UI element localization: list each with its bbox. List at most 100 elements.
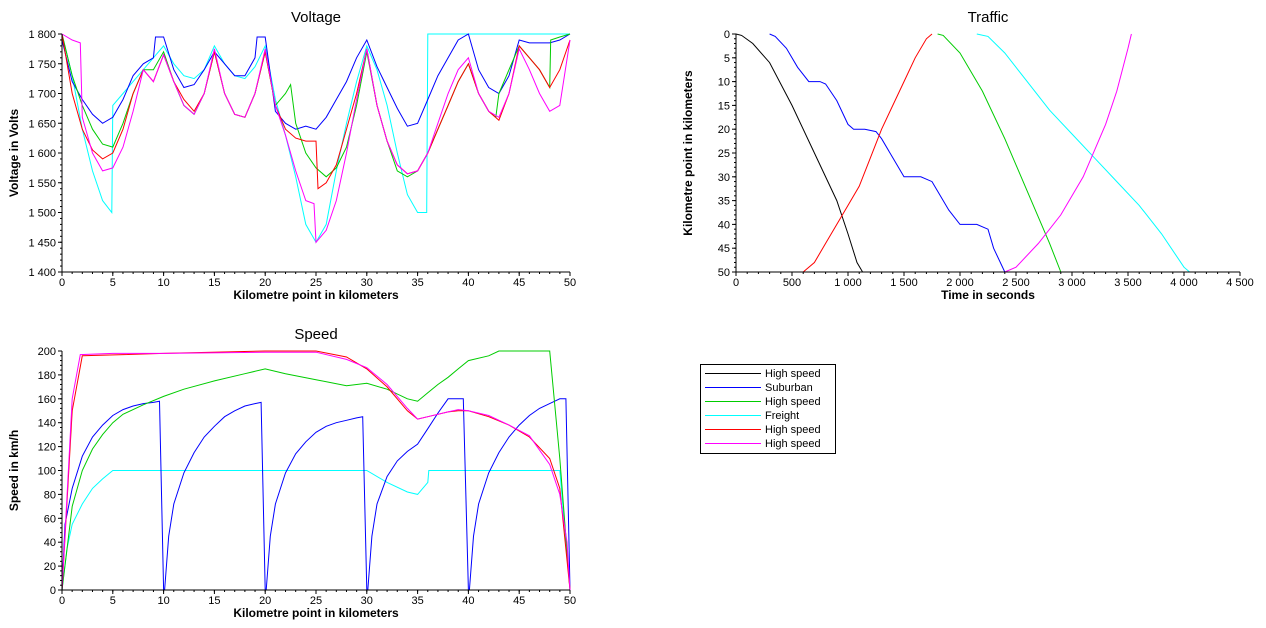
traffic-x-tick-label: 3 500: [1114, 277, 1142, 289]
traffic-y-tick-label: 25: [718, 148, 730, 160]
speed-title: Speed: [294, 326, 337, 343]
traffic-x-tick-label: 4 500: [1226, 277, 1254, 289]
voltage-x-tick-label: 15: [208, 277, 220, 289]
speed-series-line-2: [61, 350, 571, 591]
legend-entry: Freight: [701, 409, 835, 423]
speed-series-line-4: [61, 351, 571, 591]
speed-y-tick-label: 20: [44, 561, 56, 573]
traffic-chart: 0 500 1 000 1 500 2 000 2 500 3 000 3 500 4 000 4…: [681, 9, 1254, 302]
voltage-y-tick-label: 1 750: [28, 59, 56, 71]
voltage-title: Voltage: [291, 9, 341, 26]
traffic-series-line-2: [937, 33, 1062, 273]
voltage-y-tick-label: 1 700: [28, 89, 56, 101]
voltage-y-tick-label: 1 650: [28, 118, 56, 130]
voltage-y-tick-label: 1 550: [28, 178, 56, 190]
legend-entry: High speed: [701, 395, 835, 409]
traffic-y-tick-label: 35: [718, 196, 730, 208]
traffic-y-tick-label: 40: [718, 219, 730, 231]
voltage-x-tick-label: 50: [564, 277, 576, 289]
traffic-x-tick-label: 2 500: [1002, 277, 1030, 289]
speed-series-line-0: [61, 470, 571, 591]
traffic-x-tick-label: 1 500: [890, 277, 918, 289]
legend-swatch: [705, 429, 761, 430]
traffic-y-tick-label: 15: [718, 100, 730, 112]
speed-x-tick-label: 0: [59, 595, 65, 607]
speed-x-tick-label: 10: [157, 595, 169, 607]
legend-label: High speed: [765, 368, 821, 380]
speed-x-tick-label: 5: [110, 595, 116, 607]
speed-y-tick-label: 140: [38, 418, 56, 430]
legend-label: Suburban: [765, 382, 813, 394]
voltage-series-line-0: [61, 33, 570, 244]
voltage-x-axis-label: Kilometre point in kilometers: [233, 288, 399, 302]
voltage-x-tick-label: 20: [259, 277, 271, 289]
traffic-series-line-1: [769, 33, 1006, 273]
voltage-y-axis-label: Voltage in Volts: [7, 109, 21, 198]
voltage-x-tick-label: 10: [157, 277, 169, 289]
speed-x-tick-label: 20: [259, 595, 271, 607]
voltage-x-tick-label: 40: [462, 277, 474, 289]
traffic-y-tick-label: 0: [724, 29, 730, 41]
speed-y-tick-label: 160: [38, 394, 56, 406]
speed-x-tick-label: 30: [361, 595, 373, 607]
voltage-series-line-2: [61, 33, 571, 178]
legend-entry: Suburban: [701, 381, 835, 395]
voltage-x-tick-label: 0: [59, 277, 65, 289]
traffic-x-tick-label: 4 000: [1170, 277, 1198, 289]
legend-entry: High speed: [701, 367, 835, 381]
speed-x-tick-label: 50: [564, 595, 576, 607]
legend-label: High speed: [765, 424, 821, 436]
traffic-series-line-0: [735, 33, 864, 273]
traffic-y-tick-label: 45: [718, 243, 730, 255]
legend-swatch: [705, 401, 761, 402]
voltage-chart: 0 5 10 15 20 25 30 35 40 45 50 1 400 1 450 1 500 1 550…: [7, 9, 576, 302]
speed-x-tick-label: 45: [513, 595, 525, 607]
legend-swatch: [705, 373, 761, 374]
traffic-y-tick-label: 50: [718, 267, 730, 279]
traffic-x-tick-label: 2 000: [946, 277, 974, 289]
traffic-y-tick-label: 10: [718, 77, 730, 89]
speed-x-axis-label: Kilometre point in kilometers: [233, 606, 399, 620]
voltage-series-line-4: [61, 33, 571, 244]
legend-label: High speed: [765, 396, 821, 408]
traffic-x-tick-label: 1 000: [834, 277, 862, 289]
speed-series-line-1: [61, 398, 571, 591]
speed-y-tick-label: 100: [38, 466, 56, 478]
traffic-y-tick-label: 20: [718, 124, 730, 136]
voltage-series-line-3: [61, 33, 571, 190]
voltage-x-tick-label: 35: [411, 277, 423, 289]
speed-y-tick-label: 80: [44, 489, 56, 501]
speed-x-tick-label: 40: [462, 595, 474, 607]
traffic-title: Traffic: [968, 9, 1009, 26]
voltage-x-tick-label: 30: [361, 277, 373, 289]
legend-swatch: [705, 443, 761, 444]
speed-y-tick-label: 60: [44, 513, 56, 525]
voltage-y-tick-label: 1 600: [28, 148, 56, 160]
traffic-series-line-5: [1004, 33, 1132, 273]
traffic-series-line-3: [976, 33, 1190, 273]
legend-entry: High speed: [701, 423, 835, 437]
voltage-y-tick-label: 1 500: [28, 208, 56, 220]
traffic-x-tick-label: 3 000: [1058, 277, 1086, 289]
speed-chart: 0 5 10 15 20 25 30 35 40 45 50 0 20 40 60 80 100 120 140 16…: [7, 326, 576, 620]
legend-swatch: [705, 387, 761, 388]
legend-label: Freight: [765, 410, 800, 422]
speed-x-tick-label: 25: [310, 595, 322, 607]
traffic-x-tick-label: 0: [733, 277, 739, 289]
traffic-x-axis-label: Time in seconds: [941, 288, 1035, 302]
traffic-y-axis-label: Kilometre point in kilometers: [681, 70, 695, 236]
traffic-x-tick-label: 500: [783, 277, 801, 289]
speed-y-tick-label: 0: [50, 585, 56, 597]
legend: High speed Suburban High speed Freight H…: [700, 364, 836, 454]
speed-y-tick-label: 120: [38, 442, 56, 454]
voltage-y-tick-label: 1 800: [28, 29, 56, 41]
speed-x-tick-label: 35: [411, 595, 423, 607]
speed-y-tick-label: 180: [38, 370, 56, 382]
speed-y-axis-label: Speed in km/h: [7, 430, 21, 511]
voltage-x-tick-label: 45: [513, 277, 525, 289]
speed-y-tick-label: 40: [44, 537, 56, 549]
speed-x-tick-label: 15: [208, 595, 220, 607]
voltage-x-tick-label: 25: [310, 277, 322, 289]
legend-label: High speed: [765, 438, 821, 450]
speed-y-tick-label: 200: [38, 346, 56, 358]
